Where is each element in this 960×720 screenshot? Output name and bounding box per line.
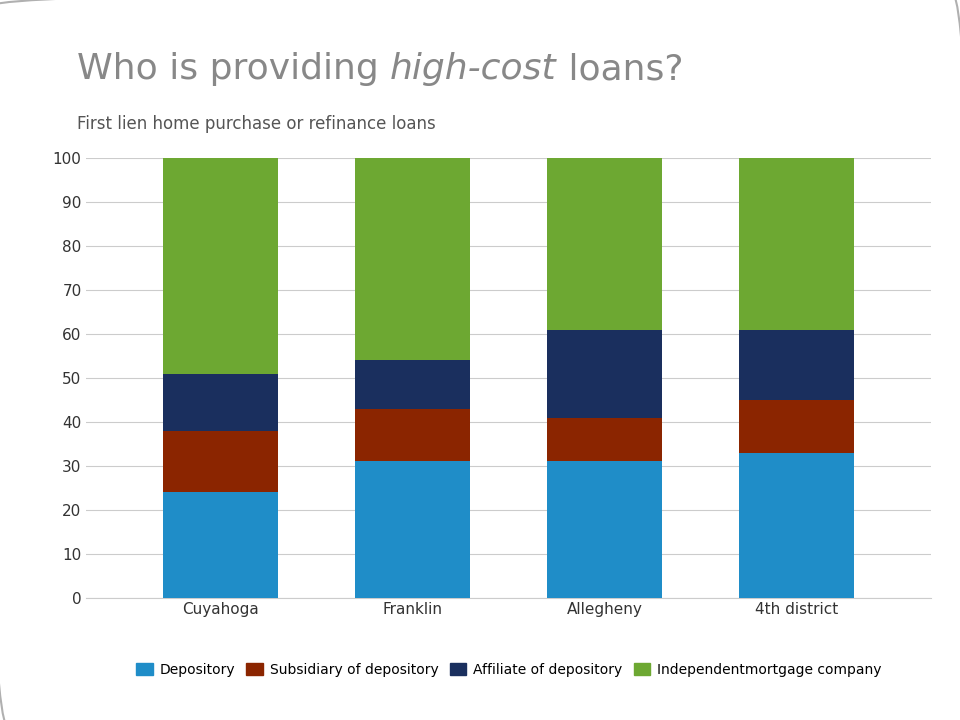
Bar (163, 374, 278, 431)
Legend: Depository, Subsidiary of depository, Affiliate of depository, Independentmortga: Depository, Subsidiary of depository, Af… (131, 657, 887, 683)
Bar (163, 431, 278, 492)
Bar (739, 400, 854, 453)
Bar (547, 462, 662, 598)
Bar (355, 361, 470, 409)
Bar (739, 453, 854, 598)
Bar (547, 330, 662, 418)
Text: loans?: loans? (557, 53, 684, 86)
Bar (163, 492, 278, 598)
Text: high-cost: high-cost (390, 53, 557, 86)
Bar (355, 158, 470, 361)
Bar (547, 418, 662, 462)
Text: First lien home purchase or refinance loans: First lien home purchase or refinance lo… (77, 115, 436, 133)
Bar (355, 409, 470, 462)
Bar (739, 158, 854, 330)
Bar (547, 158, 662, 330)
Bar (739, 330, 854, 400)
Bar (355, 462, 470, 598)
Bar (163, 158, 278, 374)
Text: Who is providing: Who is providing (77, 53, 390, 86)
